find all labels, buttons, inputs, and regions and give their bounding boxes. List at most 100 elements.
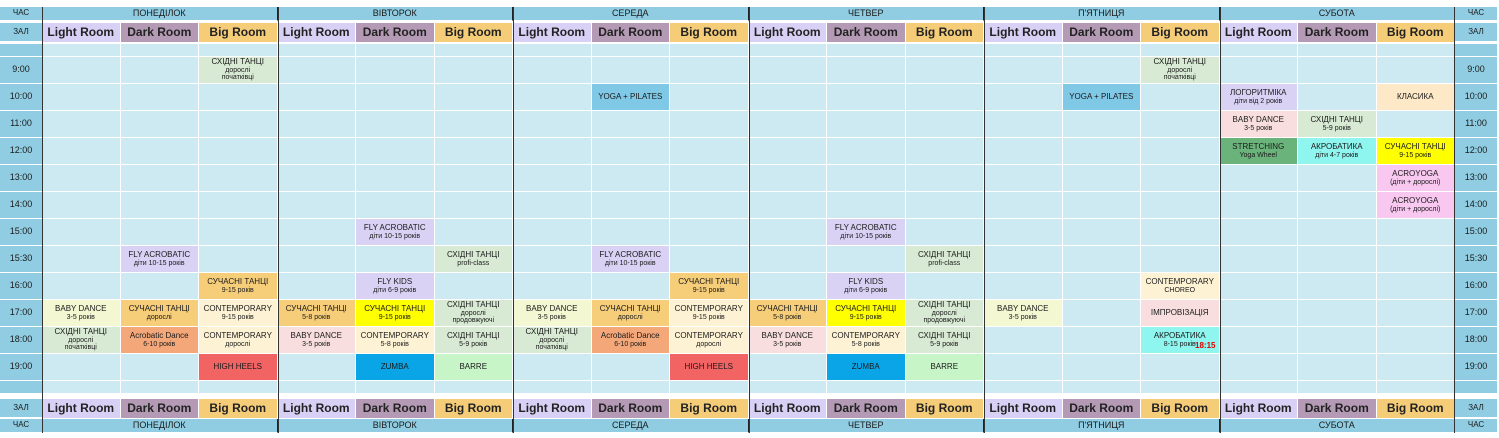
class-cell[interactable]: СХІДНІ ТАНЦІ profi-class bbox=[905, 246, 984, 273]
day-name: СЕРЕДА bbox=[611, 419, 649, 430]
class-cell[interactable]: CONTEMPORARY 9-15 років bbox=[670, 300, 749, 327]
grid-cell bbox=[905, 165, 984, 192]
grid-cell bbox=[120, 111, 199, 138]
class-cell[interactable]: СУЧАСНІ ТАНЦІ дорослі bbox=[120, 300, 199, 327]
class-cell[interactable]: BABY DANCE 3-5 років bbox=[277, 327, 356, 354]
class-detail: 5-9 років bbox=[459, 340, 488, 348]
class-cell[interactable]: АКРОБАТИКА 8-15 років 18:15 bbox=[1141, 327, 1220, 354]
class-detail: 6-10 років bbox=[614, 340, 647, 348]
class-cell[interactable]: BABY DANCE 3-5 років bbox=[1219, 111, 1298, 138]
class-cell[interactable]: СУЧАСНІ ТАНЦІ 9-15 років bbox=[827, 300, 906, 327]
class-name: CONTEMPORARY bbox=[1145, 276, 1214, 286]
class-cell[interactable]: ACROYOGA (діти + дорослі) bbox=[1376, 192, 1455, 219]
class-cell[interactable]: Acrobatic Dance 6-10 років bbox=[120, 327, 199, 354]
class-cell[interactable]: HIGH HEELS bbox=[670, 354, 749, 381]
class-cell[interactable]: BABY DANCE 3-5 років bbox=[748, 327, 827, 354]
grid-cell bbox=[748, 192, 827, 219]
class-cell[interactable]: BARRE bbox=[434, 354, 513, 381]
class-cell[interactable]: ЛОГОРИТМІКА діти від 2 років bbox=[1219, 84, 1298, 111]
class-cell[interactable]: Acrobatic Dance 6-10 років bbox=[591, 327, 670, 354]
class-cell[interactable]: BABY DANCE 3-5 років bbox=[984, 300, 1063, 327]
class-cell[interactable]: CONTEMPORARY 5-8 років bbox=[356, 327, 435, 354]
class-cell[interactable]: СХІДНІ ТАНЦІ дорослі початківці bbox=[513, 327, 592, 354]
room-header-cell: Big Room bbox=[434, 23, 513, 42]
class-cell[interactable]: СУЧАСНІ ТАНЦІ 9-15 років bbox=[1376, 138, 1455, 165]
grid-cell bbox=[434, 138, 513, 165]
class-cell[interactable]: ZUMBA bbox=[356, 354, 435, 381]
time-cell: 16:00 bbox=[0, 273, 42, 300]
grid-cell bbox=[1298, 273, 1377, 300]
class-cell[interactable]: ZUMBA bbox=[827, 354, 906, 381]
class-cell[interactable]: FLY ACROBATIC діти 10-15 років bbox=[827, 219, 906, 246]
grid-cell bbox=[42, 354, 121, 381]
grid-cell bbox=[1298, 44, 1377, 57]
class-cell[interactable]: АКРОБАТИКА діти 4-7 років bbox=[1298, 138, 1377, 165]
grid-cell bbox=[42, 381, 121, 394]
grid-cell bbox=[434, 44, 513, 57]
room-header-cell: Light Room bbox=[984, 23, 1063, 42]
grid-cell bbox=[1062, 219, 1141, 246]
class-cell[interactable]: BABY DANCE 3-5 років bbox=[513, 300, 592, 327]
class-name: СХІДНІ ТАНЦІ bbox=[447, 249, 500, 259]
class-cell[interactable]: СХІДНІ ТАНЦІ дорослі початківці bbox=[42, 327, 121, 354]
class-cell[interactable]: КЛАСИКА bbox=[1376, 84, 1455, 111]
class-name: FLY ACROBATIC bbox=[599, 249, 662, 259]
room-footer-cell: Big Room bbox=[670, 399, 749, 418]
class-cell[interactable]: ІМПРОВІЗАЦІЯ bbox=[1141, 300, 1220, 327]
class-cell[interactable]: СХІДНІ ТАНЦІ 5-9 років bbox=[434, 327, 513, 354]
class-cell[interactable]: СУЧАСНІ ТАНЦІ 9-15 років bbox=[670, 273, 749, 300]
class-detail: 3-5 років bbox=[537, 313, 566, 321]
class-cell[interactable]: YOGA + PILATES bbox=[1062, 84, 1141, 111]
class-cell[interactable]: FLY ACROBATIC діти 10-15 років bbox=[356, 219, 435, 246]
grid-cell bbox=[984, 381, 1063, 394]
class-name: BABY DANCE bbox=[997, 303, 1049, 313]
class-cell[interactable]: BABY DANCE 3-5 років bbox=[42, 300, 121, 327]
class-cell[interactable]: СУЧАСНІ ТАНЦІ 9-15 років bbox=[199, 273, 278, 300]
time-cell: 13:00 bbox=[1455, 165, 1497, 192]
class-cell[interactable]: СХІДНІ ТАНЦІ profi-class bbox=[434, 246, 513, 273]
grid-cell bbox=[356, 84, 435, 111]
class-cell[interactable]: FLY KIDS діти 6-9 років bbox=[827, 273, 906, 300]
grid-cell bbox=[1298, 327, 1377, 354]
class-cell[interactable]: FLY ACROBATIC діти 10-15 років bbox=[591, 246, 670, 273]
class-name: HIGH HEELS bbox=[684, 361, 733, 371]
class-cell[interactable]: СХІДНІ ТАНЦІ дорослі початківці bbox=[1141, 57, 1220, 84]
class-cell[interactable]: ACROYOGA (діти + дорослі) bbox=[1376, 165, 1455, 192]
class-cell[interactable]: BARRE bbox=[905, 354, 984, 381]
class-cell[interactable]: CONTEMPORARY дорослі bbox=[670, 327, 749, 354]
class-cell[interactable]: CONTEMPORARY дорослі bbox=[199, 327, 278, 354]
class-name: BABY DANCE bbox=[55, 303, 107, 313]
grid-cell bbox=[591, 44, 670, 57]
class-cell[interactable]: СХІДНІ ТАНЦІ дорослі продовжуючі bbox=[905, 300, 984, 327]
grid-cell bbox=[827, 246, 906, 273]
room-name: Big Room bbox=[680, 400, 738, 415]
class-detail: дорослі bbox=[225, 340, 251, 348]
class-cell[interactable]: CONTEMPORARY CHOREO bbox=[1141, 273, 1220, 300]
class-cell[interactable]: CONTEMPORARY 9-15 років bbox=[199, 300, 278, 327]
class-cell[interactable]: СУЧАСНІ ТАНЦІ 5-8 років bbox=[748, 300, 827, 327]
class-name: СУЧАСНІ ТАНЦІ bbox=[207, 276, 269, 286]
grid-cell bbox=[1298, 354, 1377, 381]
class-cell[interactable]: FLY ACROBATIC діти 10-15 років bbox=[120, 246, 199, 273]
room-footer-label: ЗАЛ bbox=[1468, 402, 1484, 412]
class-cell[interactable]: СХІДНІ ТАНЦІ 5-9 років bbox=[1298, 111, 1377, 138]
time-label: 18:00 bbox=[1464, 334, 1488, 345]
class-detail: 9-15 років bbox=[692, 313, 725, 321]
class-cell[interactable]: YOGA + PILATES bbox=[591, 84, 670, 111]
class-cell[interactable]: СУЧАСНІ ТАНЦІ 5-8 років bbox=[277, 300, 356, 327]
class-cell[interactable]: СУЧАСНІ ТАНЦІ дорослі bbox=[591, 300, 670, 327]
class-cell[interactable]: СХІДНІ ТАНЦІ 5-9 років bbox=[905, 327, 984, 354]
time-label: 15:00 bbox=[9, 226, 33, 237]
class-cell[interactable]: HIGH HEELS bbox=[199, 354, 278, 381]
class-name: СУЧАСНІ ТАНЦІ bbox=[1384, 141, 1446, 151]
room-name: Light Room bbox=[282, 400, 350, 415]
class-cell[interactable]: FLY KIDS діти 6-9 років bbox=[356, 273, 435, 300]
class-cell[interactable]: СУЧАСНІ ТАНЦІ 9-15 років bbox=[356, 300, 435, 327]
class-cell[interactable]: CONTEMPORARY 5-8 років bbox=[827, 327, 906, 354]
class-cell[interactable]: STRETCHING Yoga Wheel bbox=[1219, 138, 1298, 165]
class-cell[interactable]: СХІДНІ ТАНЦІ дорослі початківці bbox=[199, 57, 278, 84]
class-cell[interactable]: СХІДНІ ТАНЦІ дорослі продовжуючі bbox=[434, 300, 513, 327]
grid-cell bbox=[1298, 165, 1377, 192]
time-badge: 18:15 bbox=[1195, 341, 1216, 351]
